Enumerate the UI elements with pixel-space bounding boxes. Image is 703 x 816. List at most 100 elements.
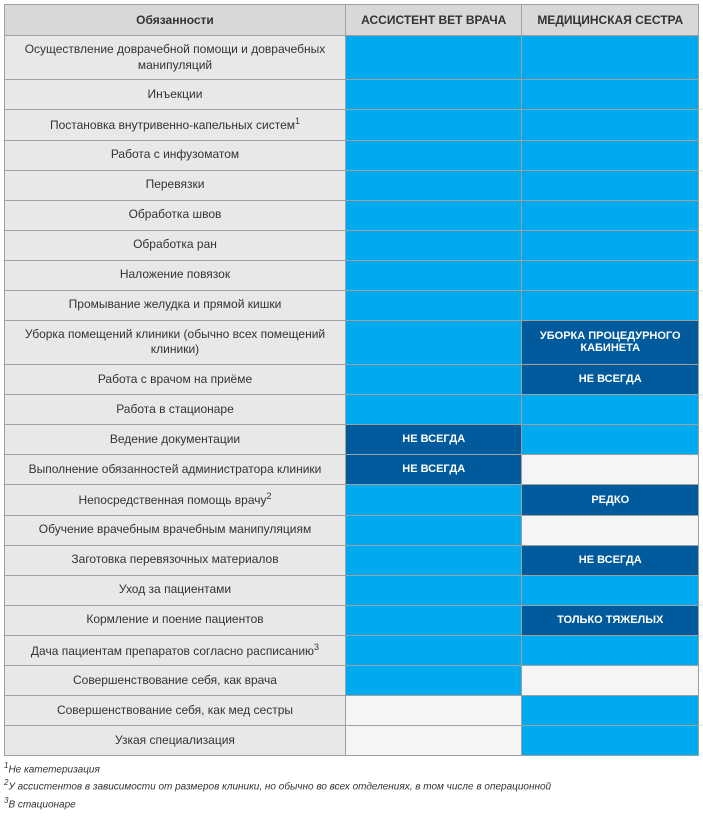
assistant-cell: [345, 394, 522, 424]
table-row: Дача пациентам препаратов согласно распи…: [5, 635, 699, 666]
nurse-cell-value: [522, 726, 698, 755]
assistant-cell: [345, 80, 522, 110]
duty-cell: Непосредственная помощь врачу2: [5, 484, 346, 515]
duty-cell: Работа в стационаре: [5, 394, 346, 424]
duty-cell: Инъекции: [5, 80, 346, 110]
duty-cell: Заготовка перевязочных материалов: [5, 545, 346, 575]
assistant-cell-value: [346, 36, 522, 79]
assistant-cell-value: [346, 516, 522, 545]
nurse-cell: [522, 696, 699, 726]
assistant-cell-value: [346, 726, 522, 755]
duty-cell: Выполнение обязанностей администратора к…: [5, 454, 346, 484]
assistant-cell-value: [346, 365, 522, 394]
duty-cell: Уход за пациентами: [5, 575, 346, 605]
nurse-cell: [522, 666, 699, 696]
table-row: Уборка помещений клиники (обычно всех по…: [5, 320, 699, 364]
assistant-cell: [345, 364, 522, 394]
duty-cell: Осуществление доврачебной помощи и довра…: [5, 36, 346, 80]
assistant-cell: [345, 230, 522, 260]
nurse-cell-value: [522, 231, 698, 260]
nurse-cell: [522, 80, 699, 110]
assistant-cell: НЕ ВСЕГДА: [345, 424, 522, 454]
table-row: Обработка швов: [5, 200, 699, 230]
footnote-text: У ассистентов в зависимости от размеров …: [8, 782, 551, 793]
nurse-cell: [522, 454, 699, 484]
nurse-cell-value: РЕДКО: [522, 485, 698, 515]
header-row: Обязанности АССИСТЕНТ ВЕТ ВРАЧА МЕДИЦИНС…: [5, 5, 699, 36]
assistant-cell: [345, 36, 522, 80]
assistant-cell-value: [346, 395, 522, 424]
nurse-cell: [522, 515, 699, 545]
assistant-cell-value: НЕ ВСЕГДА: [346, 455, 522, 484]
nurse-cell: УБОРКА ПРОЦЕДУРНОГО КАБИНЕТА: [522, 320, 699, 364]
assistant-cell-value: [346, 261, 522, 290]
nurse-cell-value: [522, 291, 698, 320]
assistant-cell: [345, 484, 522, 515]
duty-cell: Наложение повязок: [5, 260, 346, 290]
table-row: Заготовка перевязочных материаловНЕ ВСЕГ…: [5, 545, 699, 575]
assistant-cell: [345, 260, 522, 290]
footnotes: 1Не катетеризация2У ассистентов в зависи…: [4, 760, 699, 812]
duty-cell: Промывание желудка и прямой кишки: [5, 290, 346, 320]
header-duty: Обязанности: [5, 5, 346, 36]
assistant-cell: [345, 110, 522, 141]
assistant-cell-value: [346, 696, 522, 725]
assistant-cell-value: [346, 80, 522, 109]
duty-footnote-ref: 3: [314, 642, 319, 652]
assistant-cell-value: НЕ ВСЕГДА: [346, 425, 522, 454]
nurse-cell-value: [522, 201, 698, 230]
assistant-cell-value: [346, 546, 522, 575]
nurse-cell-value: [522, 171, 698, 200]
nurse-cell: [522, 726, 699, 756]
footnote-text: Не катетеризация: [8, 764, 99, 775]
duties-table: Обязанности АССИСТЕНТ ВЕТ ВРАЧА МЕДИЦИНС…: [4, 4, 699, 756]
table-row: Совершенствование себя, как врача: [5, 666, 699, 696]
table-row: Узкая специализация: [5, 726, 699, 756]
assistant-cell-value: [346, 576, 522, 605]
duty-cell: Постановка внутривенно-капельных систем1: [5, 110, 346, 141]
table-row: Промывание желудка и прямой кишки: [5, 290, 699, 320]
assistant-cell: [345, 290, 522, 320]
table-row: Инъекции: [5, 80, 699, 110]
assistant-cell-value: [346, 141, 522, 170]
table-row: Работа с инфузоматом: [5, 140, 699, 170]
table-row: Непосредственная помощь врачу2 РЕДКО: [5, 484, 699, 515]
assistant-cell-value: [346, 110, 522, 140]
nurse-cell-value: [522, 261, 698, 290]
assistant-cell: [345, 200, 522, 230]
table-row: Осуществление доврачебной помощи и довра…: [5, 36, 699, 80]
nurse-cell-value: [522, 80, 698, 109]
nurse-cell-value: НЕ ВСЕГДА: [522, 365, 698, 394]
table-row: Обработка ран: [5, 230, 699, 260]
nurse-cell: РЕДКО: [522, 484, 699, 515]
table-row: Постановка внутривенно-капельных систем1: [5, 110, 699, 141]
nurse-cell-value: [522, 666, 698, 695]
assistant-cell: [345, 666, 522, 696]
duty-cell: Работа с врачом на приёме: [5, 364, 346, 394]
assistant-cell-value: [346, 231, 522, 260]
nurse-cell: [522, 170, 699, 200]
assistant-cell: [345, 605, 522, 635]
footnote-item: 2У ассистентов в зависимости от размеров…: [4, 777, 699, 794]
assistant-cell-value: [346, 485, 522, 515]
assistant-cell: [345, 575, 522, 605]
duty-cell: Узкая специализация: [5, 726, 346, 756]
nurse-cell: [522, 424, 699, 454]
nurse-cell-value: [522, 110, 698, 140]
nurse-cell-value: [522, 516, 698, 545]
assistant-cell: [345, 545, 522, 575]
nurse-cell: [522, 394, 699, 424]
duty-footnote-ref: 1: [295, 116, 300, 126]
nurse-cell-value: [522, 36, 698, 79]
nurse-cell: НЕ ВСЕГДА: [522, 364, 699, 394]
nurse-cell: [522, 36, 699, 80]
nurse-cell: [522, 635, 699, 666]
header-nurse: МЕДИЦИНСКАЯ СЕСТРА: [522, 5, 699, 36]
duty-cell: Дача пациентам препаратов согласно распи…: [5, 635, 346, 666]
nurse-cell: [522, 230, 699, 260]
duty-cell: Обработка швов: [5, 200, 346, 230]
footnote-item: 3В стационаре: [4, 795, 699, 812]
nurse-cell: [522, 140, 699, 170]
table-row: Наложение повязок: [5, 260, 699, 290]
duty-cell: Ведение документации: [5, 424, 346, 454]
